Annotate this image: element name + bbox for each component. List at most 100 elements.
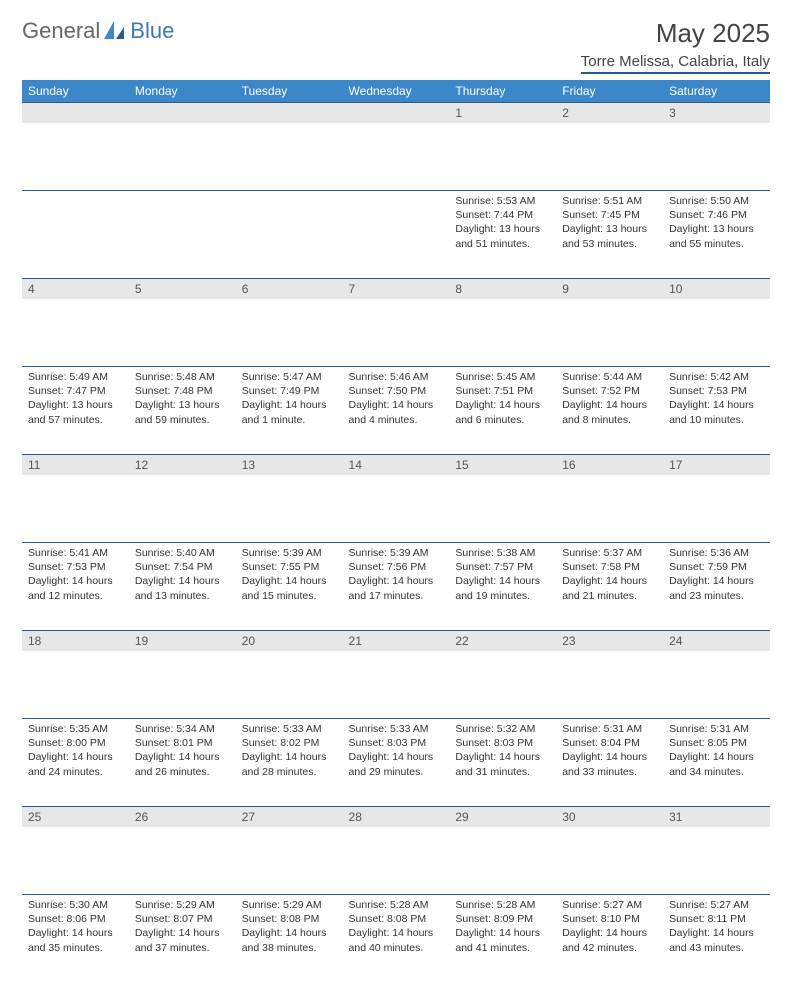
sunset-line: Sunset: 8:06 PM bbox=[28, 912, 123, 926]
day-body-cell bbox=[22, 191, 129, 279]
sunset-line: Sunset: 7:52 PM bbox=[562, 384, 657, 398]
logo-sail-icon bbox=[104, 21, 126, 41]
day-number-cell: 11 bbox=[22, 455, 129, 543]
day-number: 6 bbox=[236, 279, 343, 299]
sunrise-line: Sunrise: 5:48 AM bbox=[135, 370, 230, 384]
sunrise-line: Sunrise: 5:29 AM bbox=[135, 898, 230, 912]
location-line: Torre Melissa, Calabria, Italy bbox=[581, 53, 770, 74]
daylight-line: Daylight: 14 hours and 10 minutes. bbox=[669, 398, 764, 426]
day-body-cell: Sunrise: 5:46 AMSunset: 7:50 PMDaylight:… bbox=[343, 367, 450, 455]
sunrise-line: Sunrise: 5:28 AM bbox=[455, 898, 550, 912]
sunrise-line: Sunrise: 5:34 AM bbox=[135, 722, 230, 736]
day-number: 11 bbox=[22, 455, 129, 475]
sunset-line: Sunset: 8:10 PM bbox=[562, 912, 657, 926]
weekday-header: Monday bbox=[129, 80, 236, 103]
logo-text-blue: Blue bbox=[130, 18, 174, 44]
daylight-line: Daylight: 14 hours and 4 minutes. bbox=[349, 398, 444, 426]
day-details: Sunrise: 5:39 AMSunset: 7:55 PMDaylight:… bbox=[236, 543, 343, 611]
day-body-cell: Sunrise: 5:41 AMSunset: 7:53 PMDaylight:… bbox=[22, 543, 129, 631]
sunset-line: Sunset: 7:55 PM bbox=[242, 560, 337, 574]
day-body-cell: Sunrise: 5:34 AMSunset: 8:01 PMDaylight:… bbox=[129, 719, 236, 807]
day-number: 10 bbox=[663, 279, 770, 299]
day-number-cell: 14 bbox=[343, 455, 450, 543]
day-details: Sunrise: 5:36 AMSunset: 7:59 PMDaylight:… bbox=[663, 543, 770, 611]
sunrise-line: Sunrise: 5:49 AM bbox=[28, 370, 123, 384]
sunset-line: Sunset: 7:56 PM bbox=[349, 560, 444, 574]
day-number-cell: 30 bbox=[556, 807, 663, 895]
sunset-line: Sunset: 7:58 PM bbox=[562, 560, 657, 574]
day-details: Sunrise: 5:27 AMSunset: 8:10 PMDaylight:… bbox=[556, 895, 663, 963]
day-details: Sunrise: 5:45 AMSunset: 7:51 PMDaylight:… bbox=[449, 367, 556, 435]
daylight-line: Daylight: 14 hours and 8 minutes. bbox=[562, 398, 657, 426]
day-number bbox=[129, 103, 236, 123]
daylight-line: Daylight: 14 hours and 43 minutes. bbox=[669, 926, 764, 954]
day-number-cell: 20 bbox=[236, 631, 343, 719]
day-details: Sunrise: 5:30 AMSunset: 8:06 PMDaylight:… bbox=[22, 895, 129, 963]
day-number-cell: 25 bbox=[22, 807, 129, 895]
day-body-cell: Sunrise: 5:53 AMSunset: 7:44 PMDaylight:… bbox=[449, 191, 556, 279]
day-body-cell bbox=[129, 191, 236, 279]
day-details: Sunrise: 5:28 AMSunset: 8:08 PMDaylight:… bbox=[343, 895, 450, 963]
daylight-line: Daylight: 13 hours and 57 minutes. bbox=[28, 398, 123, 426]
day-body-cell: Sunrise: 5:40 AMSunset: 7:54 PMDaylight:… bbox=[129, 543, 236, 631]
day-number bbox=[236, 103, 343, 123]
week-body-row: Sunrise: 5:49 AMSunset: 7:47 PMDaylight:… bbox=[22, 367, 770, 455]
day-body-cell bbox=[236, 191, 343, 279]
day-number-cell: 13 bbox=[236, 455, 343, 543]
day-body-cell: Sunrise: 5:49 AMSunset: 7:47 PMDaylight:… bbox=[22, 367, 129, 455]
day-number-cell: 27 bbox=[236, 807, 343, 895]
daylight-line: Daylight: 13 hours and 53 minutes. bbox=[562, 222, 657, 250]
sunset-line: Sunset: 7:54 PM bbox=[135, 560, 230, 574]
day-number-cell: 26 bbox=[129, 807, 236, 895]
sunrise-line: Sunrise: 5:46 AM bbox=[349, 370, 444, 384]
day-body-cell: Sunrise: 5:28 AMSunset: 8:08 PMDaylight:… bbox=[343, 895, 450, 983]
day-body-cell: Sunrise: 5:27 AMSunset: 8:11 PMDaylight:… bbox=[663, 895, 770, 983]
day-number: 30 bbox=[556, 807, 663, 827]
day-number-cell: 9 bbox=[556, 279, 663, 367]
day-details: Sunrise: 5:47 AMSunset: 7:49 PMDaylight:… bbox=[236, 367, 343, 435]
week-daynum-row: 45678910 bbox=[22, 279, 770, 367]
sunrise-line: Sunrise: 5:33 AM bbox=[242, 722, 337, 736]
month-title: May 2025 bbox=[581, 18, 770, 49]
weekday-header-row: Sunday Monday Tuesday Wednesday Thursday… bbox=[22, 80, 770, 103]
day-details: Sunrise: 5:27 AMSunset: 8:11 PMDaylight:… bbox=[663, 895, 770, 963]
logo-text-general: General bbox=[22, 18, 100, 44]
week-daynum-row: 123 bbox=[22, 103, 770, 191]
day-number: 7 bbox=[343, 279, 450, 299]
day-body-cell: Sunrise: 5:32 AMSunset: 8:03 PMDaylight:… bbox=[449, 719, 556, 807]
day-body-cell: Sunrise: 5:51 AMSunset: 7:45 PMDaylight:… bbox=[556, 191, 663, 279]
day-number: 13 bbox=[236, 455, 343, 475]
day-number-cell: 12 bbox=[129, 455, 236, 543]
daylight-line: Daylight: 14 hours and 28 minutes. bbox=[242, 750, 337, 778]
day-body-cell: Sunrise: 5:45 AMSunset: 7:51 PMDaylight:… bbox=[449, 367, 556, 455]
day-number: 5 bbox=[129, 279, 236, 299]
calendar-table: Sunday Monday Tuesday Wednesday Thursday… bbox=[22, 80, 770, 983]
day-number: 21 bbox=[343, 631, 450, 651]
day-details: Sunrise: 5:49 AMSunset: 7:47 PMDaylight:… bbox=[22, 367, 129, 435]
day-number: 19 bbox=[129, 631, 236, 651]
day-body-cell: Sunrise: 5:29 AMSunset: 8:08 PMDaylight:… bbox=[236, 895, 343, 983]
day-number-cell bbox=[236, 103, 343, 191]
day-number: 9 bbox=[556, 279, 663, 299]
day-body-cell: Sunrise: 5:36 AMSunset: 7:59 PMDaylight:… bbox=[663, 543, 770, 631]
day-details: Sunrise: 5:29 AMSunset: 8:08 PMDaylight:… bbox=[236, 895, 343, 963]
daylight-line: Daylight: 14 hours and 24 minutes. bbox=[28, 750, 123, 778]
sunset-line: Sunset: 7:53 PM bbox=[669, 384, 764, 398]
weekday-header: Sunday bbox=[22, 80, 129, 103]
day-details: Sunrise: 5:38 AMSunset: 7:57 PMDaylight:… bbox=[449, 543, 556, 611]
day-details: Sunrise: 5:35 AMSunset: 8:00 PMDaylight:… bbox=[22, 719, 129, 787]
daylight-line: Daylight: 14 hours and 34 minutes. bbox=[669, 750, 764, 778]
day-number-cell: 18 bbox=[22, 631, 129, 719]
day-details: Sunrise: 5:28 AMSunset: 8:09 PMDaylight:… bbox=[449, 895, 556, 963]
day-number-cell: 3 bbox=[663, 103, 770, 191]
day-details: Sunrise: 5:51 AMSunset: 7:45 PMDaylight:… bbox=[556, 191, 663, 259]
day-body-cell: Sunrise: 5:44 AMSunset: 7:52 PMDaylight:… bbox=[556, 367, 663, 455]
day-details: Sunrise: 5:46 AMSunset: 7:50 PMDaylight:… bbox=[343, 367, 450, 435]
daylight-line: Daylight: 14 hours and 13 minutes. bbox=[135, 574, 230, 602]
sunrise-line: Sunrise: 5:37 AM bbox=[562, 546, 657, 560]
daylight-line: Daylight: 14 hours and 12 minutes. bbox=[28, 574, 123, 602]
sunrise-line: Sunrise: 5:40 AM bbox=[135, 546, 230, 560]
sunset-line: Sunset: 7:51 PM bbox=[455, 384, 550, 398]
sunset-line: Sunset: 8:04 PM bbox=[562, 736, 657, 750]
day-details: Sunrise: 5:50 AMSunset: 7:46 PMDaylight:… bbox=[663, 191, 770, 259]
